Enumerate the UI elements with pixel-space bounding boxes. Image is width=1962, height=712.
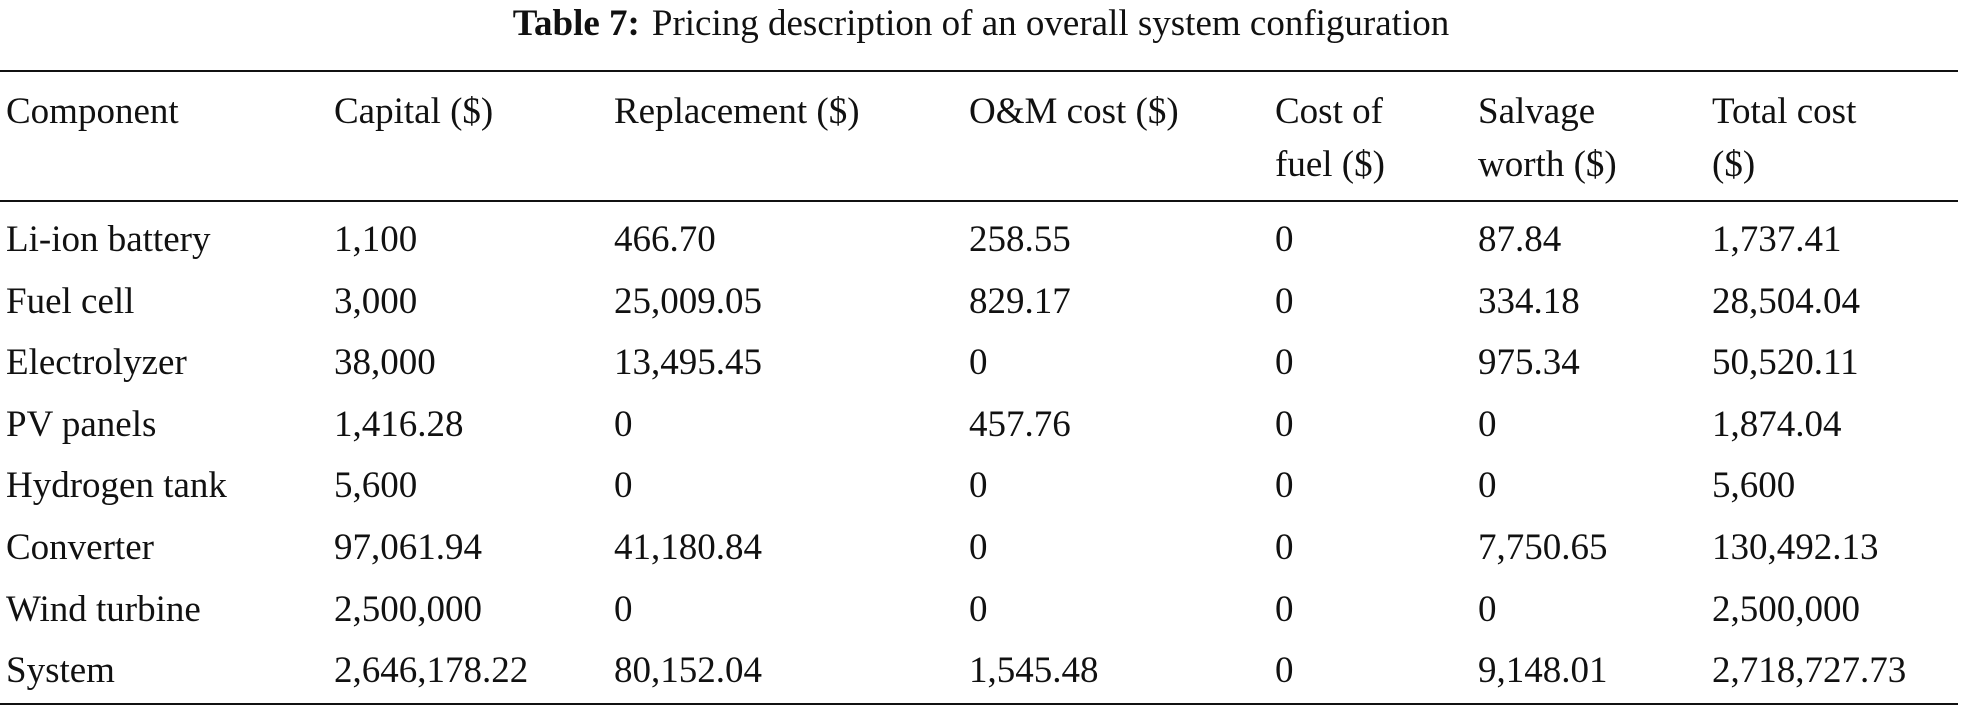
table-cell: 50,520.11 — [1712, 342, 1859, 384]
header-cell: Salvage — [1478, 91, 1596, 132]
table-cell: 5,600 — [1712, 465, 1796, 507]
table-cell: 258.55 — [969, 219, 1071, 260]
table-cell: 1,100 — [334, 219, 418, 260]
table-cell: 1,545.48 — [969, 650, 1099, 692]
caption-label: Table 7: — [512, 3, 640, 44]
table-cell: 334.18 — [1478, 280, 1580, 322]
table-cell: 1,874.04 — [1712, 403, 1842, 445]
table-cell: 13,495.45 — [614, 342, 762, 384]
table-cell: 0 — [1275, 403, 1294, 445]
table-caption: Table 7: Pricing description of an overal… — [0, 2, 1962, 46]
top-rule — [0, 70, 1958, 72]
table-cell: 28,504.04 — [1712, 280, 1860, 322]
header-cell: ($) — [1712, 144, 1756, 185]
table-cell: 97,061.94 — [334, 527, 482, 568]
table-cell: 0 — [1275, 588, 1294, 630]
table-cell: 1,416.28 — [334, 403, 464, 445]
header-cell: Cost of — [1275, 91, 1383, 132]
table-cell: 829.17 — [969, 280, 1071, 322]
row-label: Wind turbine — [6, 588, 201, 630]
row-label: Li-ion battery — [6, 219, 211, 260]
table-cell: 466.70 — [614, 219, 716, 260]
table-cell: 87.84 — [1478, 219, 1562, 260]
row-label: Fuel cell — [6, 280, 135, 322]
caption-text: Pricing description of an overall system… — [651, 3, 1450, 44]
table-cell: 80,152.04 — [614, 650, 762, 692]
table-cell: 0 — [1275, 650, 1294, 692]
header-cell: Total cost — [1712, 91, 1857, 132]
table-cell: 0 — [614, 588, 633, 630]
table-cell: 0 — [1275, 465, 1294, 507]
table-cell: 0 — [1478, 588, 1497, 630]
bottom-rule — [0, 703, 1958, 705]
table-cell: 38,000 — [334, 342, 436, 384]
row-label: PV panels — [6, 403, 157, 445]
table-cell: 9,148.01 — [1478, 650, 1608, 692]
table-cell: 0 — [1275, 280, 1294, 322]
table-cell: 1,737.41 — [1712, 219, 1842, 260]
row-label: Converter — [6, 527, 154, 568]
table-cell: 2,718,727.73 — [1712, 650, 1907, 692]
table-cell: 0 — [969, 465, 988, 507]
table-cell: 41,180.84 — [614, 527, 762, 568]
table-cell: 0 — [614, 465, 633, 507]
table-cell: 25,009.05 — [614, 280, 762, 322]
table-cell: 130,492.13 — [1712, 527, 1879, 568]
header-cell: O&M cost ($) — [969, 91, 1179, 132]
table-cell: 7,750.65 — [1478, 527, 1608, 568]
table-cell: 975.34 — [1478, 342, 1580, 384]
table-cell: 0 — [1478, 465, 1497, 507]
table-cell: 3,000 — [334, 280, 418, 322]
row-label: Electrolyzer — [6, 342, 187, 384]
row-label: System — [6, 650, 115, 692]
table-cell: 0 — [1275, 342, 1294, 384]
header-rule — [0, 200, 1958, 202]
header-cell: worth ($) — [1478, 144, 1617, 185]
table-cell: 0 — [969, 527, 988, 568]
table-cell: 457.76 — [969, 403, 1071, 445]
header-cell: fuel ($) — [1275, 144, 1385, 185]
table-cell: 2,500,000 — [1712, 588, 1860, 630]
header-cell: Component — [6, 91, 179, 132]
table-cell: 2,646,178.22 — [334, 650, 529, 692]
table-cell: 2,500,000 — [334, 588, 482, 630]
header-cell: Replacement ($) — [614, 91, 860, 132]
table-cell: 0 — [1275, 527, 1294, 568]
table-cell: 5,600 — [334, 465, 418, 507]
table-cell: 0 — [969, 588, 988, 630]
table-cell: 0 — [969, 342, 988, 384]
table-cell: 0 — [1478, 403, 1497, 445]
table-cell: 0 — [1275, 219, 1294, 260]
row-label: Hydrogen tank — [6, 465, 227, 507]
table-cell: 0 — [614, 403, 633, 445]
header-cell: Capital ($) — [334, 91, 494, 132]
